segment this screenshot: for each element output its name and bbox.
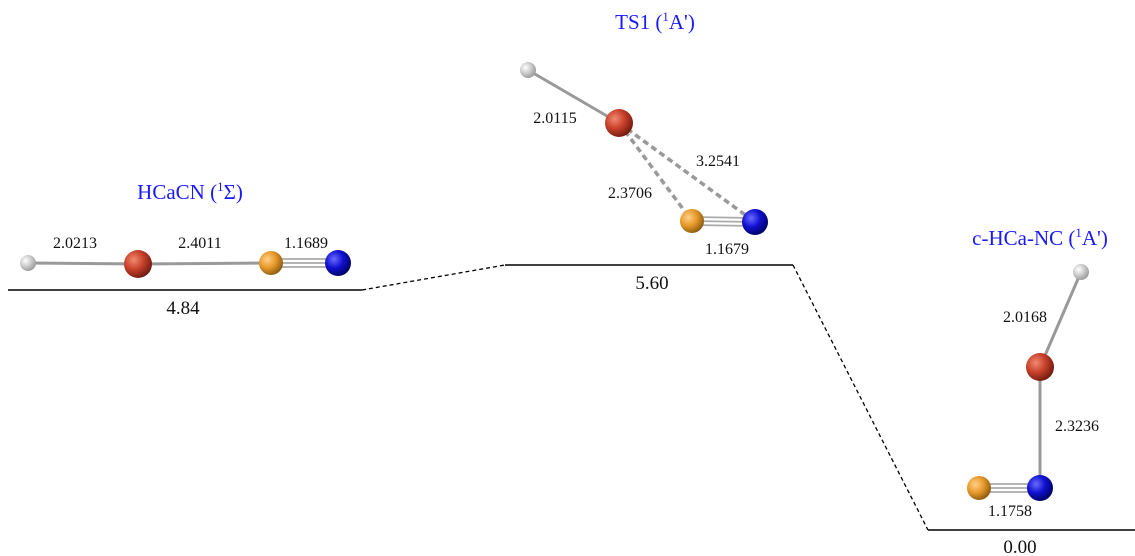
energy-diagram: 4.84 5.60 0.00 HCaCN (1Σ) 2.0213 2.4011 … [0,0,1135,556]
connector [793,265,928,530]
energy-label: 5.60 [635,273,668,294]
title-text: c-HCa-NC ( [972,226,1075,250]
bond-length: 2.0115 [533,110,576,127]
bond-length: 2.3236 [1055,418,1099,435]
title-text: A') [1082,226,1108,250]
atom [520,62,536,78]
species-title: c-HCa-NC (1A') [972,225,1108,250]
bond-length: 2.4011 [178,235,221,252]
molecule [520,62,768,235]
atom [605,109,633,137]
atom [124,250,152,278]
connector [362,265,505,290]
bond-length: 2.3706 [608,185,652,202]
species-title: HCaCN (1Σ) [137,179,243,204]
atom [1027,475,1053,501]
bond-length: 2.0213 [53,235,97,252]
atom [20,255,36,271]
atom [680,209,704,233]
atom [967,476,991,500]
energy-label: 0.00 [1003,537,1036,556]
title-text: Σ) [224,180,243,204]
molecule [20,250,351,278]
title-text: HCaCN ( [137,180,217,204]
atom [259,251,283,275]
bond [28,263,138,264]
molecule [967,264,1089,501]
bond [619,123,692,221]
bond [138,263,271,264]
bond-length: 1.1758 [988,503,1032,520]
bond-length: 3.2541 [696,153,740,170]
bond-length: 1.1689 [284,235,328,252]
bond-length: 1.1679 [705,241,749,258]
bond-length: 2.0168 [1003,309,1047,326]
atom [325,250,351,276]
bond [619,123,755,222]
title-text: A') [669,10,695,34]
species-title: TS1 (1A') [615,9,695,34]
title-text: TS1 ( [615,10,662,34]
energy-label: 4.84 [166,298,200,319]
atom [742,209,768,235]
atom [1026,353,1054,381]
atom [1073,264,1089,280]
